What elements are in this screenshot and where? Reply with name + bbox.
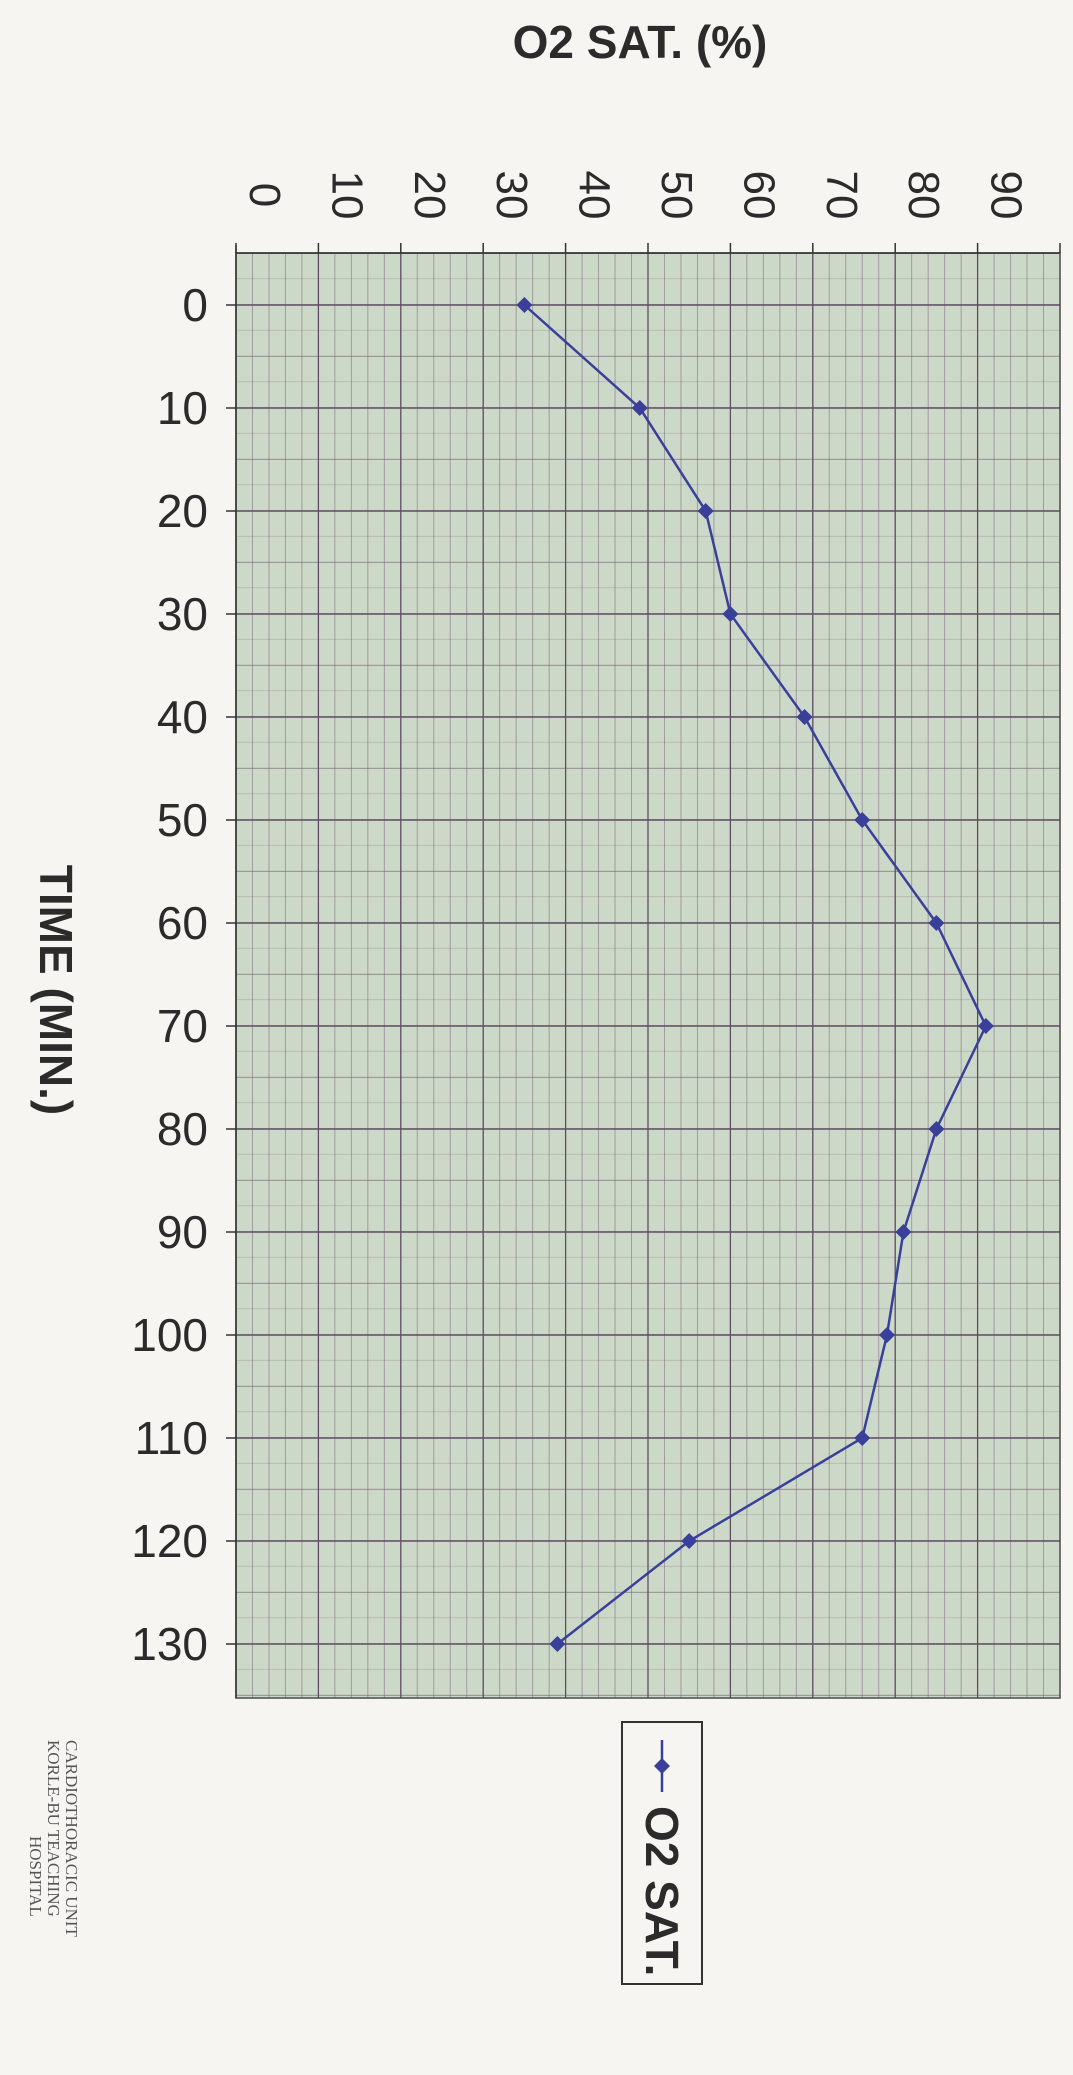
time-tick-label: 120 (131, 1515, 208, 1567)
series-line (523, 304, 988, 1645)
data-point (631, 400, 648, 416)
o2-sat-tick-label: 80 (899, 171, 948, 220)
y-axis-title: O2 SAT. (%) (513, 16, 768, 68)
data-point (722, 606, 739, 622)
o2-sat-tick-label: 50 (652, 171, 701, 220)
o2-sat-tick-label: 70 (817, 171, 866, 220)
data-point (681, 1533, 698, 1549)
time-tick-label: 30 (157, 588, 208, 640)
legend-label: O2 SAT. (636, 1806, 688, 1976)
data-point (895, 1224, 912, 1240)
o2-sat-tick-label: 60 (734, 171, 783, 220)
data-point (697, 503, 714, 519)
legend: O2 SAT. (621, 1721, 703, 1985)
o2-sat-tick-label: 20 (405, 171, 454, 220)
series-markers (516, 297, 994, 1652)
time-tick-label: 0 (182, 279, 208, 331)
data-point (854, 1430, 871, 1446)
data-point (928, 1121, 945, 1137)
stamp-line: KORLE-BU TEACHING (44, 1740, 63, 1917)
major-grid (236, 253, 1060, 1698)
o2-sat-tick-label: 30 (487, 171, 536, 220)
stamp-line: CARDIOTHORACIC UNIT (62, 1740, 81, 1938)
time-tick-label: 130 (131, 1618, 208, 1670)
o2-sat-tick-label: 90 (982, 171, 1031, 220)
hospital-stamp: CARDIOTHORACIC UNIT KORLE-BU TEACHING HO… (26, 1740, 81, 1938)
time-tick-label: 70 (157, 1000, 208, 1052)
data-point (977, 1018, 994, 1034)
o2-sat-axis: 0 10 20 30 40 50 60 70 80 90 100 (235, 158, 1073, 254)
data-point (796, 709, 813, 725)
time-tick-label: 40 (157, 691, 208, 743)
data-point (516, 297, 533, 313)
time-tick-label: 80 (157, 1103, 208, 1155)
time-tick-label: 110 (135, 1412, 208, 1464)
data-point (928, 915, 945, 931)
time-tick-label: 50 (157, 794, 208, 846)
plot-area (235, 252, 1061, 1699)
legend-key (654, 1740, 670, 1792)
o2-sat-series (516, 297, 994, 1652)
time-tick-label: 10 (157, 382, 208, 434)
x-axis-title: TIME (MIN.) (30, 865, 82, 1115)
legend-key-marker (654, 1758, 670, 1774)
o2-sat-tick-label: 40 (570, 171, 619, 220)
time-tick-label: 100 (131, 1309, 208, 1361)
time-axis: 0 10 20 30 40 50 60 70 80 90 100 110 120 130 (131, 245, 237, 1698)
o2-sat-tick-label: 0 (240, 183, 289, 207)
time-tick-label: 20 (157, 485, 208, 537)
time-tick-label: 60 (157, 897, 208, 949)
stamp-line: HOSPITAL (26, 1836, 45, 1917)
o2-sat-tick-label: 10 (322, 171, 371, 220)
time-tick-label: 90 (157, 1206, 208, 1258)
data-point (878, 1327, 895, 1343)
data-point (854, 812, 871, 828)
o2-sat-tick-label: 100 (1064, 158, 1073, 231)
data-point (549, 1636, 566, 1652)
